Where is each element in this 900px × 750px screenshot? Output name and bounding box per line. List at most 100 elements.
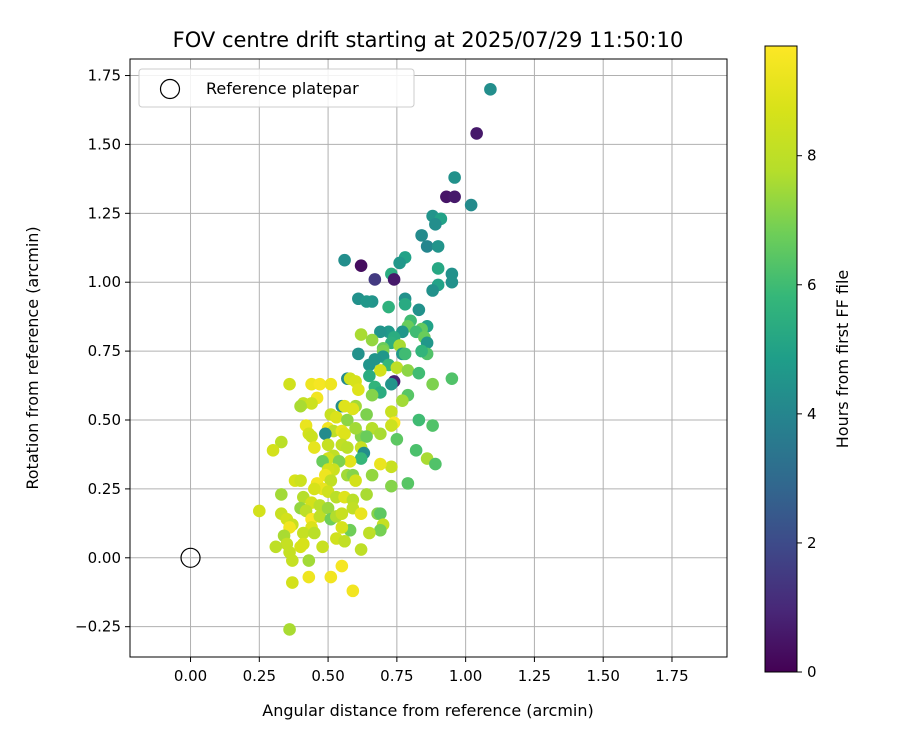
data-point	[283, 377, 296, 391]
colorbar-ticks: 0 2 4 6 8	[797, 147, 817, 681]
data-point	[409, 444, 423, 457]
y-axis-label: Rotation from reference (arcmin)	[23, 226, 42, 489]
data-point	[324, 377, 338, 391]
data-point	[338, 253, 351, 267]
data-point	[338, 534, 351, 548]
data-points	[180, 83, 497, 636]
data-point	[294, 474, 307, 487]
data-point	[346, 584, 360, 598]
x-tick-label: 1.25	[518, 667, 551, 685]
data-point	[321, 438, 335, 452]
data-point	[363, 369, 376, 383]
data-point	[302, 570, 316, 584]
data-point	[253, 504, 266, 518]
chart-title: FOV centre drift starting at 2025/07/29 …	[173, 28, 684, 52]
data-point	[266, 444, 280, 457]
data-point	[341, 441, 354, 454]
y-tick-label: 1.50	[88, 135, 121, 153]
data-point	[341, 413, 354, 427]
data-point	[448, 171, 461, 184]
x-tick-label: 1.50	[586, 667, 619, 685]
data-point	[374, 523, 387, 537]
data-point	[365, 388, 379, 402]
data-point	[346, 402, 360, 416]
data-point	[401, 477, 415, 490]
data-point	[275, 488, 288, 501]
data-point	[385, 377, 398, 391]
colorbar: 0 2 4 6 8 Hours from first FF file	[764, 45, 852, 681]
data-point	[429, 218, 442, 231]
x-tick-label: 0.00	[174, 667, 207, 685]
data-point	[363, 526, 376, 540]
data-point	[415, 229, 428, 242]
data-point	[335, 521, 349, 534]
data-point	[484, 83, 497, 96]
reference-platepar-marker	[180, 547, 201, 568]
data-point	[319, 427, 332, 441]
x-axis-label: Angular distance from reference (arcmin)	[262, 701, 593, 720]
data-point	[445, 372, 459, 385]
data-point	[429, 457, 442, 471]
data-point	[396, 394, 409, 408]
data-point	[313, 510, 327, 523]
x-tick-label: 0.50	[311, 667, 344, 685]
y-tick-label: 1.75	[88, 67, 121, 85]
data-point	[354, 507, 368, 521]
data-point	[401, 364, 415, 377]
colorbar-gradient	[764, 45, 798, 673]
data-point	[385, 479, 398, 493]
data-point	[297, 537, 310, 551]
data-point	[286, 576, 299, 589]
data-point	[431, 240, 445, 253]
x-tick-label: 0.75	[380, 667, 413, 685]
data-point	[374, 325, 387, 339]
legend-entry-reference: Reference platepar	[206, 79, 359, 98]
y-tick-label: 0.75	[88, 342, 121, 360]
data-point	[313, 377, 327, 391]
data-point	[374, 364, 387, 377]
x-tick-label: 1.75	[655, 667, 688, 685]
data-point	[368, 273, 382, 286]
y-tick-label: 1.00	[88, 273, 121, 291]
data-point	[387, 273, 401, 286]
data-point	[294, 399, 307, 413]
plot-frame	[129, 58, 728, 658]
data-point	[420, 240, 434, 253]
data-point	[385, 460, 398, 474]
data-point	[448, 190, 461, 204]
data-point	[374, 457, 387, 471]
data-point	[354, 543, 368, 556]
x-axis: 0.00 0.25 0.50 0.75 1.00 1.25 1.50 1.75	[174, 657, 689, 685]
data-point	[412, 303, 426, 317]
data-point	[352, 383, 365, 396]
data-point	[365, 333, 379, 347]
y-axis: −0.25 0.00 0.25 0.50 0.75 1.00 1.25 1.50 1.75	[75, 67, 130, 636]
data-point	[349, 474, 362, 487]
data-point	[360, 430, 373, 443]
data-point	[297, 526, 310, 540]
data-point	[360, 295, 373, 308]
data-point	[352, 347, 365, 361]
data-point	[308, 482, 321, 496]
data-point	[286, 554, 299, 567]
y-tick-label: −0.25	[75, 618, 121, 636]
data-point	[354, 259, 368, 272]
x-tick-label: 1.00	[449, 667, 482, 685]
data-point	[412, 413, 426, 427]
data-point	[308, 526, 321, 540]
data-point	[275, 435, 288, 449]
colorbar-label: Hours from first FF file	[833, 270, 852, 449]
data-point	[374, 507, 387, 521]
data-point	[269, 540, 283, 554]
data-point	[338, 427, 351, 441]
y-tick-label: 0.50	[88, 411, 121, 429]
data-point	[343, 455, 357, 468]
colorbar-tick-label: 8	[807, 147, 817, 165]
data-point	[283, 623, 296, 636]
data-point	[335, 559, 349, 573]
data-point	[445, 275, 459, 289]
colorbar-tick-label: 0	[807, 663, 817, 681]
data-point	[385, 419, 398, 432]
data-point	[470, 127, 483, 140]
data-point	[354, 328, 368, 341]
